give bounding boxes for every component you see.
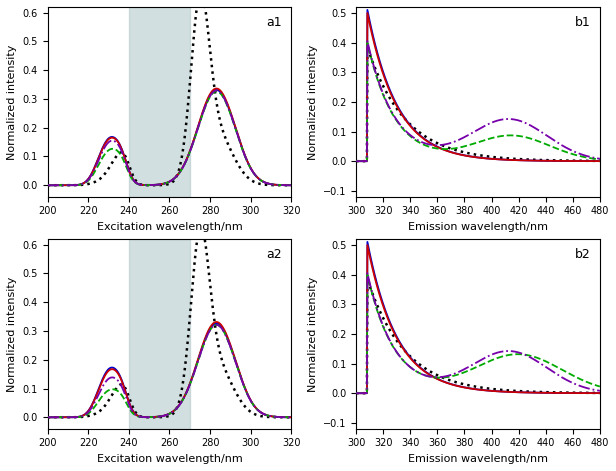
Y-axis label: Normalized intensity: Normalized intensity — [7, 276, 17, 391]
Text: a2: a2 — [267, 249, 282, 261]
Text: a1: a1 — [267, 16, 282, 29]
X-axis label: Excitation wavelength/nm: Excitation wavelength/nm — [97, 222, 242, 232]
Text: b1: b1 — [575, 16, 591, 29]
Text: b2: b2 — [575, 249, 591, 261]
X-axis label: Emission wavelength/nm: Emission wavelength/nm — [408, 454, 548, 464]
Y-axis label: Normalized intensity: Normalized intensity — [307, 276, 317, 391]
Y-axis label: Normalized intensity: Normalized intensity — [307, 44, 317, 160]
Y-axis label: Normalized intensity: Normalized intensity — [7, 44, 17, 160]
X-axis label: Excitation wavelength/nm: Excitation wavelength/nm — [97, 454, 242, 464]
X-axis label: Emission wavelength/nm: Emission wavelength/nm — [408, 222, 548, 232]
Bar — [129, 7, 190, 197]
Bar — [129, 239, 190, 429]
